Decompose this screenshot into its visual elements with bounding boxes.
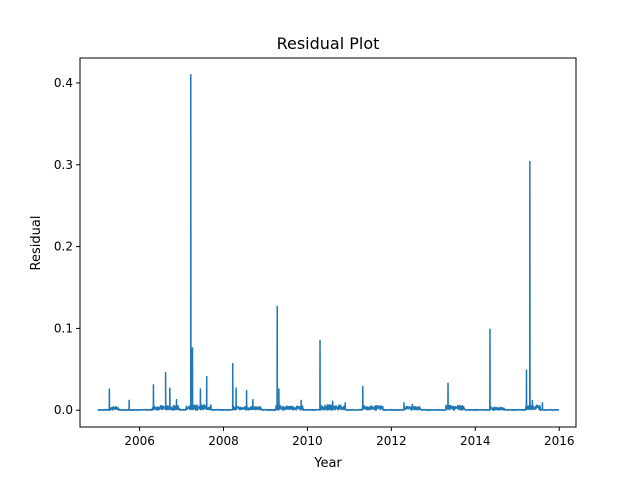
x-tick-label: 2010 — [292, 434, 323, 448]
y-tick-label: 0.2 — [54, 240, 73, 254]
x-tick-label: 2014 — [460, 434, 491, 448]
y-tick-label: 0.1 — [54, 321, 73, 335]
x-axis: 2006 2008 2010 2012 2014 2016 — [124, 427, 574, 448]
x-axis-label: Year — [313, 456, 342, 471]
y-tick-label: 0.0 — [54, 403, 73, 417]
y-axis-label: Residual — [29, 216, 44, 271]
x-tick-label: 2006 — [124, 434, 155, 448]
residual-series-line — [97, 74, 560, 411]
chart-title: Residual Plot — [277, 34, 380, 53]
x-tick-label: 2016 — [544, 434, 575, 448]
x-tick-label: 2012 — [376, 434, 407, 448]
x-tick-label: 2008 — [208, 434, 239, 448]
y-tick-label: 0.3 — [54, 158, 73, 172]
plot-area — [97, 74, 560, 411]
y-axis: 0.0 0.1 0.2 0.3 0.4 — [54, 76, 80, 417]
axes-frame — [79, 57, 577, 428]
y-tick-label: 0.4 — [54, 76, 73, 90]
